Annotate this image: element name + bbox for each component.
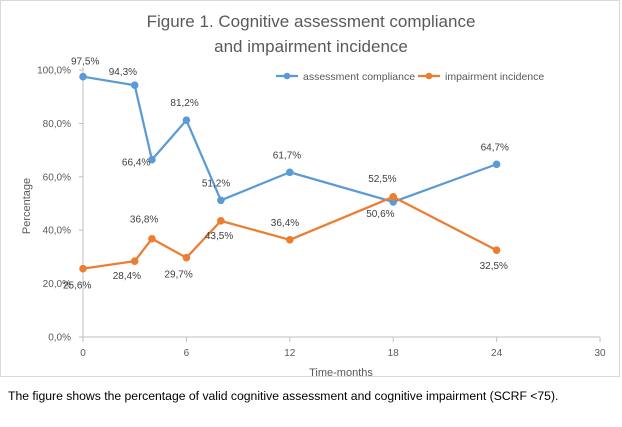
x-tick-label: 18 (388, 348, 400, 359)
y-tick-label: 40,0% (43, 226, 71, 237)
figure-caption: The figure shows the percentage of valid… (8, 389, 559, 403)
legend-item-0: assessment compliance (276, 71, 415, 83)
legend-label: impairment incidence (445, 71, 544, 83)
legend-swatch-marker (425, 72, 433, 80)
data-point (148, 234, 156, 243)
x-tick-label: 6 (184, 348, 190, 359)
data-point (182, 253, 191, 262)
data-label: 97,5% (71, 57, 99, 68)
data-label: 81,2% (170, 98, 198, 109)
data-point (130, 81, 139, 90)
data-label: 66,4% (122, 158, 150, 169)
x-tick-label: 12 (284, 348, 296, 359)
legend: assessment compliance impairment incidenc… (276, 71, 544, 83)
data-label: 32,5% (480, 261, 508, 272)
chart-title-line-1: Figure 1. Cognitive assessment complianc… (147, 12, 476, 31)
data-point (286, 236, 294, 244)
data-point (492, 160, 501, 169)
data-label: 52,5% (368, 174, 396, 185)
data-label: 51,2% (202, 178, 230, 189)
data-label: 50,6% (366, 209, 394, 220)
data-label: 43,5% (205, 231, 233, 242)
data-point (130, 257, 139, 265)
series-1 (79, 193, 501, 273)
line-chart: Figure 1. Cognitive assessment complianc… (21, 12, 606, 377)
data-label: 61,7% (273, 150, 301, 161)
series-line (82, 195, 498, 270)
chart-frame (0, 0, 620, 377)
data-point (217, 196, 225, 205)
data-labels-0: 97,5% 94,3% 66,4% 81,2% 51,2% 61,7% 50,6% 64,7% (71, 57, 509, 220)
data-label: 36,8% (130, 215, 158, 226)
data-point (79, 264, 87, 273)
x-axis-title: Time-months (309, 367, 373, 377)
data-point (217, 217, 225, 225)
axes: 0,0% 20,0% 40,0% 60,0% 80,0% 100,0% 0 6 12 18 24 30 (37, 66, 606, 360)
data-labels-1: 25,6% 28,4% 36,8% 29,7% 43,5% 36,4% 52,5% 32,5% (63, 174, 508, 292)
data-label: 29,7% (164, 270, 192, 281)
data-point (148, 155, 156, 164)
series-layer: 97,5% 94,3% 66,4% 81,2% 51,2% 61,7% 50,6% 64,7%… (63, 57, 509, 292)
series-line (82, 75, 497, 204)
legend-item-1: impairment incidence (418, 71, 544, 83)
data-point (389, 193, 398, 201)
chart-title-line-2: and impairment incidence (214, 37, 408, 56)
y-tick-label: 80,0% (43, 119, 71, 130)
legend-label: assessment compliance (303, 71, 415, 83)
series-0 (79, 72, 501, 206)
data-label: 64,7% (481, 142, 509, 153)
data-label: 28,4% (113, 271, 141, 282)
x-tick-label: 30 (594, 348, 606, 359)
data-point (492, 246, 501, 255)
data-label: 94,3% (109, 67, 137, 78)
y-axis-title: Percentage (21, 178, 33, 234)
data-point (182, 116, 191, 124)
legend-swatch-marker (283, 72, 291, 80)
y-tick-label: 60,0% (43, 172, 71, 183)
y-tick-label: 20,0% (43, 279, 71, 290)
x-tick-label: 0 (80, 348, 86, 359)
data-label: 25,6% (63, 281, 91, 292)
data-label: 36,4% (271, 218, 299, 229)
x-tick-label: 24 (491, 348, 503, 359)
data-point (286, 168, 294, 177)
y-tick-label: 0,0% (48, 333, 71, 344)
data-point (79, 72, 87, 81)
y-tick-label: 100,0% (37, 66, 71, 77)
